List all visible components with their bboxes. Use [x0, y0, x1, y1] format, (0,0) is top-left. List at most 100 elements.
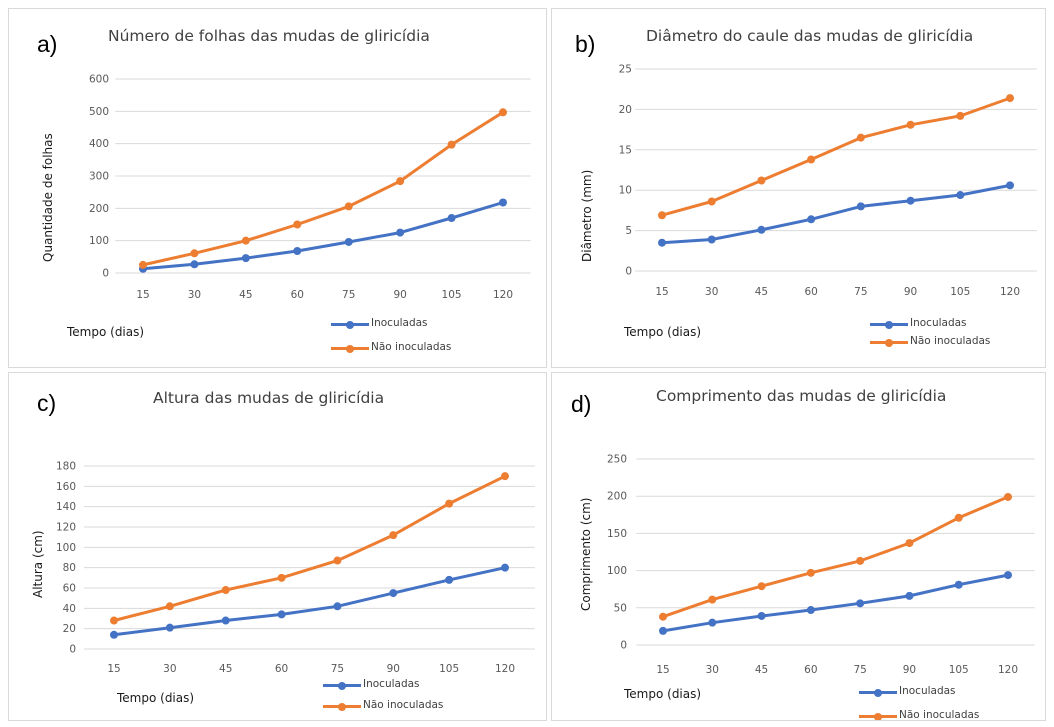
data-point	[110, 630, 118, 639]
data-point	[396, 228, 405, 237]
legend-label: Inoculadas	[363, 678, 420, 690]
data-point	[344, 202, 353, 211]
legend-label: Inoculadas	[910, 317, 967, 329]
x-tick-label: 45	[755, 664, 768, 676]
data-point	[708, 618, 717, 627]
legend-label: Não inoculadas	[899, 709, 980, 721]
series-line-1	[660, 96, 1012, 217]
data-point	[389, 589, 398, 598]
data-point	[954, 513, 963, 522]
x-tick-label: 60	[291, 289, 304, 301]
x-tick-label: 60	[804, 286, 817, 298]
x-axis-label: Tempo (dias)	[624, 325, 702, 339]
x-tick-label: 45	[239, 289, 252, 301]
data-point	[277, 610, 286, 619]
data-point	[956, 191, 965, 200]
x-tick-label: 45	[219, 663, 232, 675]
x-axis-label: Tempo (dias)	[67, 325, 145, 339]
data-point	[954, 580, 963, 589]
x-tick-label: 15	[107, 663, 120, 675]
data-point	[707, 197, 716, 206]
y-tick-label: 10	[619, 185, 632, 197]
data-point	[1004, 571, 1012, 580]
y-tick-label: 200	[607, 491, 627, 503]
y-tick-label: 0	[620, 640, 627, 652]
x-tick-label: 105	[442, 289, 462, 301]
data-point	[293, 220, 302, 229]
panel-letter: a)	[37, 31, 58, 57]
data-point	[905, 539, 914, 548]
data-point	[190, 249, 199, 258]
series-line-0	[660, 183, 1012, 245]
chart-panel-d: d) Comprimento das mudas de gliricídia 0…	[551, 372, 1046, 721]
legend-label: Inoculadas	[899, 685, 956, 697]
data-point	[856, 599, 865, 608]
x-tick-label: 120	[998, 664, 1018, 676]
data-point	[396, 177, 405, 186]
data-point	[445, 499, 454, 508]
x-tick-label: 30	[705, 286, 718, 298]
x-tick-label: 75	[854, 286, 867, 298]
data-point	[333, 602, 342, 611]
y-tick-label: 160	[56, 481, 76, 493]
x-tick-label: 120	[1000, 286, 1020, 298]
x-tick-label: 90	[387, 663, 400, 675]
data-point	[501, 472, 509, 481]
x-tick-label: 60	[804, 664, 817, 676]
y-tick-label: 80	[63, 562, 76, 574]
y-tick-label: 0	[625, 266, 632, 278]
y-tick-label: 25	[619, 64, 632, 76]
x-tick-label: 15	[136, 289, 149, 301]
y-tick-label: 180	[56, 461, 76, 473]
series-line-1	[661, 495, 1010, 619]
data-point	[659, 626, 667, 635]
data-point	[277, 573, 286, 582]
y-tick-label: 500	[89, 106, 109, 118]
series-line-0	[141, 201, 505, 271]
y-tick-label: 50	[614, 602, 627, 614]
data-point	[807, 155, 816, 164]
x-axis-label: Tempo (dias)	[117, 691, 195, 705]
chart-panel-c: c) Altura das mudas de gliricídia 0 20 40 6…	[8, 372, 547, 721]
chart-panel-b: b) Diâmetro do caule das mudas de gliric…	[551, 8, 1046, 368]
series-line-1	[112, 474, 507, 622]
data-point	[499, 198, 507, 207]
chart-plot: 0 20 40 60 80 100 120 140 160 180 15 30 45 60 75 90 105 1…	[56, 461, 535, 675]
chart-panel-a: a) Número de folhas das mudas de gliricí…	[8, 8, 547, 368]
data-point	[139, 260, 147, 269]
chart-title: Diâmetro do caule das mudas de gliricídi…	[646, 27, 974, 45]
data-point	[856, 202, 865, 211]
legend-label: Não inoculadas	[910, 335, 991, 347]
data-point	[221, 616, 230, 625]
data-point	[293, 247, 302, 256]
panel-letter: d)	[571, 391, 592, 417]
x-tick-label: 105	[439, 663, 459, 675]
y-tick-label: 40	[63, 603, 76, 615]
chart-plot: 0 5 10 15 20 25 15 30 45 60 75 90 105 120	[619, 64, 1037, 298]
y-tick-label: 100	[56, 542, 76, 554]
y-tick-label: 0	[102, 268, 109, 280]
x-tick-label: 120	[493, 289, 513, 301]
x-tick-label: 90	[904, 286, 917, 298]
data-point	[757, 611, 766, 620]
x-axis-label: Tempo (dias)	[624, 687, 702, 701]
data-point	[806, 568, 815, 577]
x-tick-label: 30	[188, 289, 201, 301]
y-tick-label: 120	[56, 522, 76, 534]
x-tick-label: 75	[342, 289, 355, 301]
data-point	[905, 591, 914, 600]
x-tick-label: 30	[706, 664, 719, 676]
data-point	[447, 214, 456, 223]
data-point	[190, 260, 199, 269]
x-tick-label: 105	[949, 664, 969, 676]
data-point	[241, 254, 250, 263]
panel-letter: b)	[575, 31, 596, 57]
y-tick-label: 100	[607, 565, 627, 577]
series-line-1	[141, 110, 505, 267]
chart-plot: 0 100 200 300 400 500 600 15 30 45 60 75 90 105 120	[89, 74, 531, 301]
series-line-0	[661, 573, 1010, 633]
panel-letter: c)	[37, 390, 57, 416]
data-point	[856, 133, 865, 142]
y-tick-label: 20	[619, 104, 632, 116]
y-tick-label: 250	[607, 454, 627, 466]
